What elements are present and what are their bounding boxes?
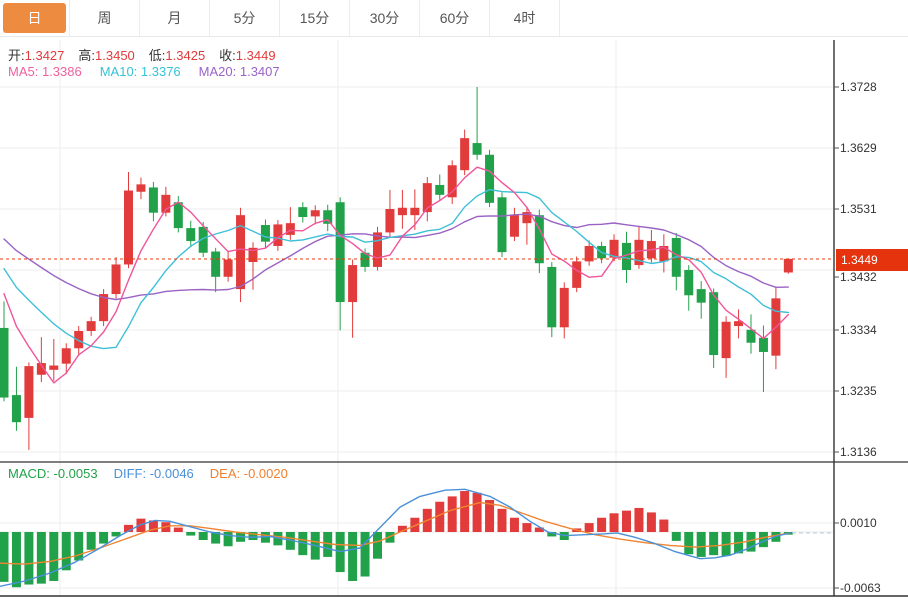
legend-item: MA5: 1.3386 (8, 64, 82, 79)
ohlc-value: 1.3449 (235, 48, 276, 63)
tab-period-2[interactable]: 月 (140, 0, 210, 36)
price-axis-label: 1.3432 (840, 270, 877, 284)
price-axis-label: 1.3531 (840, 202, 877, 216)
ohlc-legend: 开:1.3427 高:1.3450 低:1.3425 收:1.3449 (8, 45, 290, 64)
tab-period-1[interactable]: 周 (70, 0, 140, 36)
ma-legend: MA5: 1.3386 MA10: 1.3376 MA20: 1.3407 (8, 64, 298, 79)
legend-item: MACD: -0.0053 (8, 466, 98, 481)
macd-legend: MACD: -0.0053 DIFF: -0.0046 DEA: -0.0020 (8, 466, 304, 481)
legend-item: MA20: 1.3407 (198, 64, 280, 79)
legend-item: MA10: 1.3376 (99, 64, 181, 79)
ohlc-label: 低: (148, 48, 166, 63)
tab-label: 5分 (233, 10, 256, 26)
tab-label: 30分 (369, 10, 400, 26)
tab-period-0[interactable]: 日 (0, 0, 70, 36)
tab-period-4[interactable]: 15分 (280, 0, 350, 36)
price-axis-label: 1.3629 (840, 141, 877, 155)
current-price-badge: 1.3449 (836, 249, 908, 271)
tab-period-6[interactable]: 60分 (420, 0, 490, 36)
tab-label: 月 (167, 10, 182, 26)
period-tabbar: 日 周 月 5分 15分 30分 60分 4时 (0, 0, 908, 37)
tab-label: 4时 (513, 10, 536, 26)
tab-period-3[interactable]: 5分 (210, 0, 280, 36)
ohlc-value: 1.3425 (165, 48, 206, 63)
ohlc-value: 1.3427 (24, 48, 65, 63)
price-axis-label: 1.3235 (840, 384, 877, 398)
legend-item: DIFF: -0.0046 (113, 466, 194, 481)
macd-axis-label: -0.0063 (840, 581, 881, 595)
price-axis-label: 1.3728 (840, 80, 877, 94)
ohlc-label: 开: (8, 48, 25, 63)
tab-label: 15分 (299, 10, 330, 26)
tab-period-7[interactable]: 4时 (490, 0, 560, 36)
tab-label: 周 (97, 10, 112, 26)
macd-axis-label: 0.0010 (840, 516, 877, 530)
price-axis-label: 1.3136 (840, 445, 877, 459)
price-axis-label: 1.3334 (840, 323, 877, 337)
tab-label: 60分 (439, 10, 470, 26)
legend-item: DEA: -0.0020 (209, 466, 288, 481)
ohlc-label: 高: (78, 48, 96, 63)
tab-period-5[interactable]: 30分 (350, 0, 420, 36)
tab-label: 日 (27, 10, 42, 26)
ohlc-label: 收: (219, 48, 236, 63)
ohlc-value: 1.3450 (95, 48, 135, 63)
